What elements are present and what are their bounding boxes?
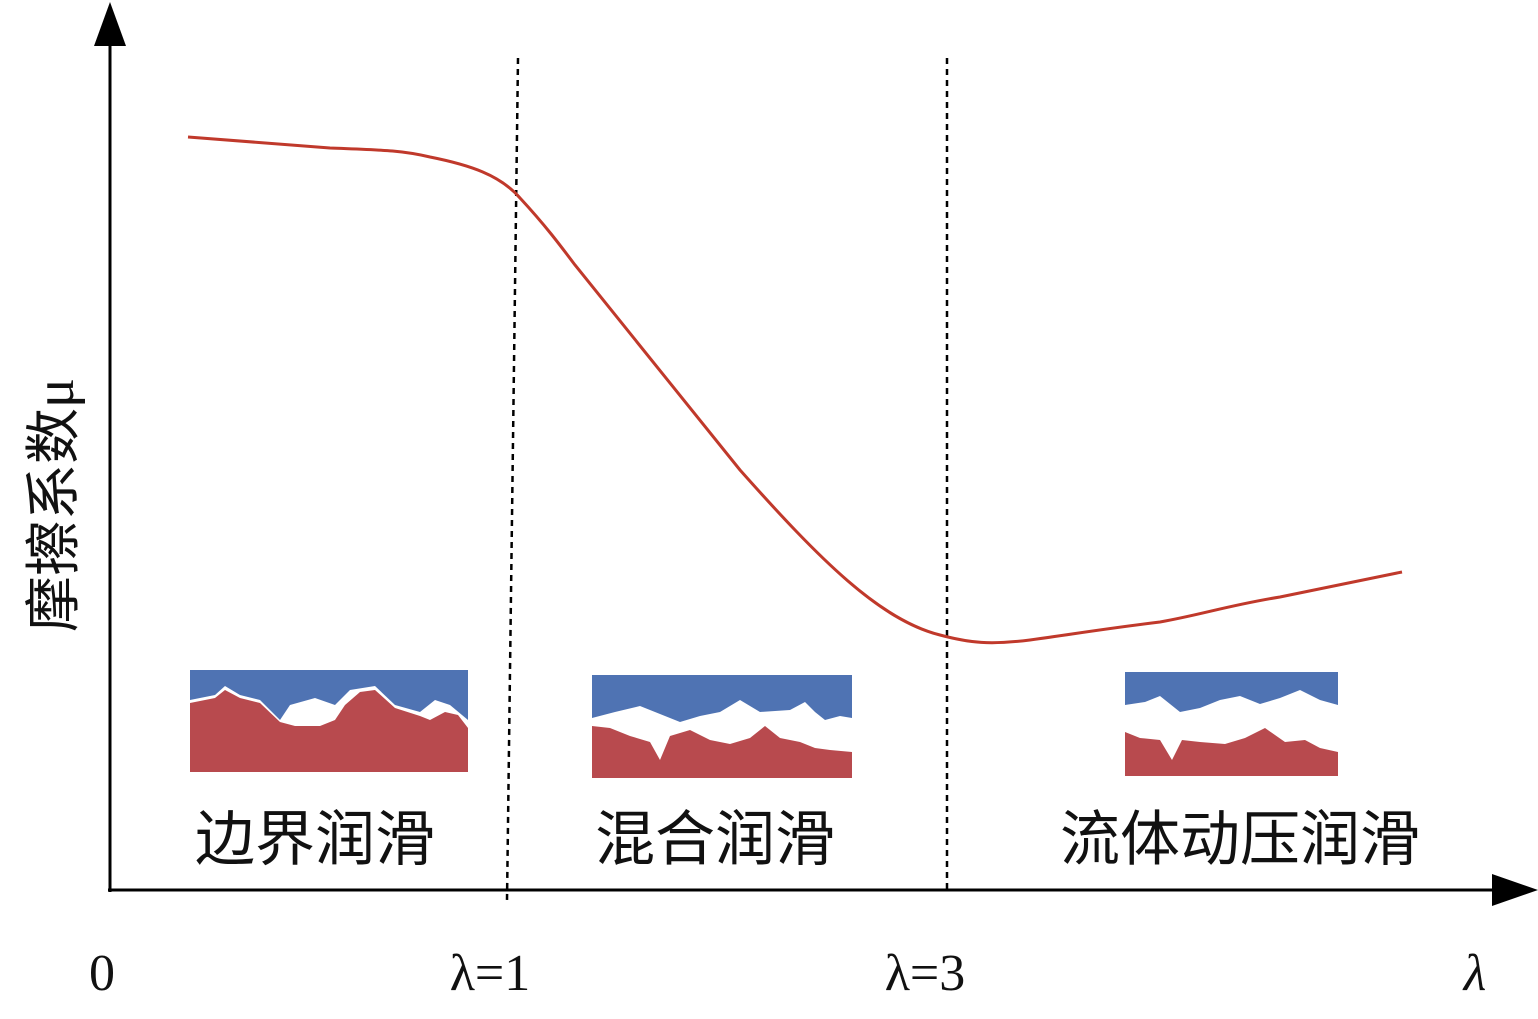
surface-illustration (190, 670, 468, 772)
x-axis-label: λ (1462, 945, 1487, 1002)
region-label: 混合润滑 (595, 807, 835, 873)
y-axis-label: 摩擦系数μ (24, 378, 86, 632)
surface-illustration (1125, 672, 1338, 776)
boundary-line (505, 57, 520, 901)
surface-illustration (592, 675, 852, 778)
x-axis-arrow (1492, 874, 1538, 906)
region-label: 流体动压润滑 (1060, 807, 1420, 873)
friction-curve (187, 135, 1403, 645)
y-axis-arrow (94, 2, 126, 46)
region-label: 边界润滑 (195, 807, 435, 873)
origin-label: 0 (89, 945, 115, 1002)
marker-label: λ=3 (885, 945, 966, 1002)
marker-label: λ=1 (450, 945, 531, 1002)
